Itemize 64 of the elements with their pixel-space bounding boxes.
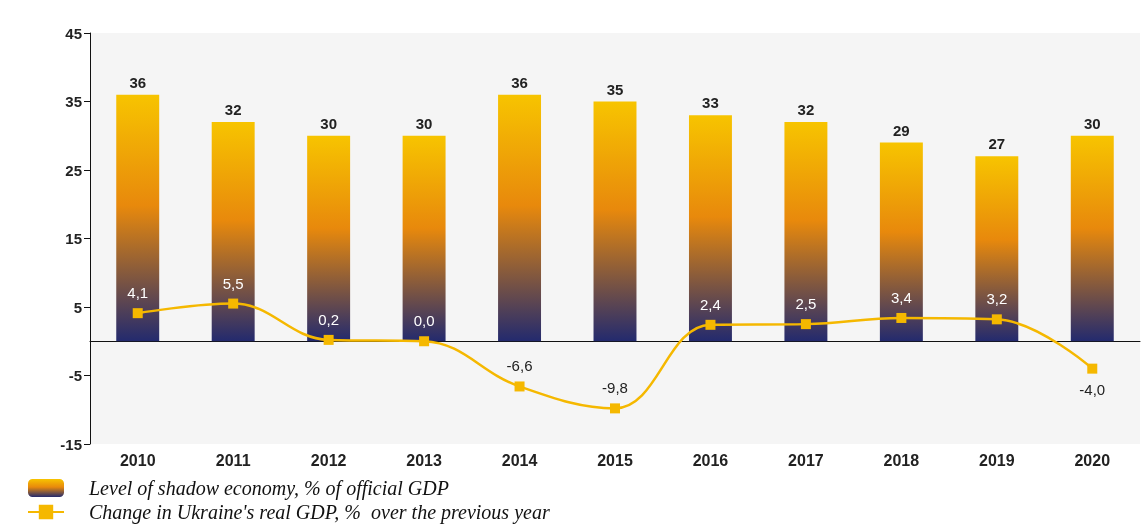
point [323, 334, 334, 345]
point [610, 403, 620, 414]
data-label: 30 [415, 114, 433, 132]
y-tick-label: -15 [60, 435, 82, 453]
bar [784, 122, 828, 342]
y-tick-label: 45 [65, 24, 82, 42]
data-label: 36 [511, 73, 528, 91]
data-label: 4,1 [127, 284, 149, 302]
bar [211, 122, 255, 342]
bar [879, 142, 923, 342]
point [132, 308, 143, 319]
data-label: -4,0 [1079, 380, 1106, 398]
point [896, 312, 907, 323]
y-tick-label: -5 [68, 367, 82, 384]
point [228, 298, 239, 309]
bar [402, 135, 446, 342]
y-tick-label: 15 [65, 230, 82, 247]
data-label: 30 [320, 114, 337, 132]
point [705, 319, 716, 330]
y-tick-label: 35 [65, 93, 82, 110]
bar [688, 115, 732, 342]
data-label: 0,2 [318, 310, 340, 328]
bar [1070, 135, 1114, 342]
point [419, 336, 430, 347]
x-tick-label: 2017 [788, 451, 824, 469]
x-tick-label: 2013 [406, 451, 442, 469]
data-label: 2,4 [700, 295, 721, 313]
bar [116, 94, 160, 342]
data-label: 35 [606, 80, 624, 98]
x-tick-label: 2014 [501, 451, 538, 469]
data-label: 30 [1083, 114, 1101, 132]
data-label: 36 [129, 73, 147, 91]
y-tick-label: 25 [65, 161, 82, 179]
bar [307, 135, 351, 342]
data-label: -6,6 [506, 357, 533, 375]
data-label: 2,5 [795, 295, 817, 313]
data-label: 27 [988, 135, 1006, 153]
data-label: 33 [702, 94, 719, 112]
data-label: 0,0 [413, 312, 435, 330]
data-label: 29 [893, 121, 910, 139]
point [991, 314, 1002, 325]
x-tick-label: 2011 [215, 451, 251, 469]
data-label: -9,8 [602, 379, 628, 397]
legend-label: Level of shadow economy, % of official GDP [88, 477, 449, 500]
point [514, 381, 525, 392]
y-tick-label: 5 [73, 298, 82, 316]
point [1087, 363, 1098, 374]
x-tick-label: 2020 [1074, 451, 1111, 469]
data-label: 32 [224, 101, 242, 119]
x-tick-label: 2010 [119, 451, 156, 469]
x-tick-label: 2012 [310, 451, 347, 469]
bar [498, 94, 542, 342]
data-label: 3,4 [890, 288, 912, 306]
x-tick-label: 2016 [692, 451, 729, 469]
x-tick-label: 2018 [883, 451, 920, 469]
bar [593, 101, 637, 342]
legend-label: Change in Ukraine's real GDP, % over the previous year [89, 501, 550, 524]
bar [975, 156, 1019, 342]
data-label: 3,2 [986, 290, 1008, 308]
x-tick-label: 2019 [979, 451, 1015, 469]
data-label: 32 [797, 101, 815, 119]
point [800, 319, 811, 330]
data-label: 5,5 [222, 274, 244, 292]
x-tick-label: 2015 [597, 451, 633, 469]
